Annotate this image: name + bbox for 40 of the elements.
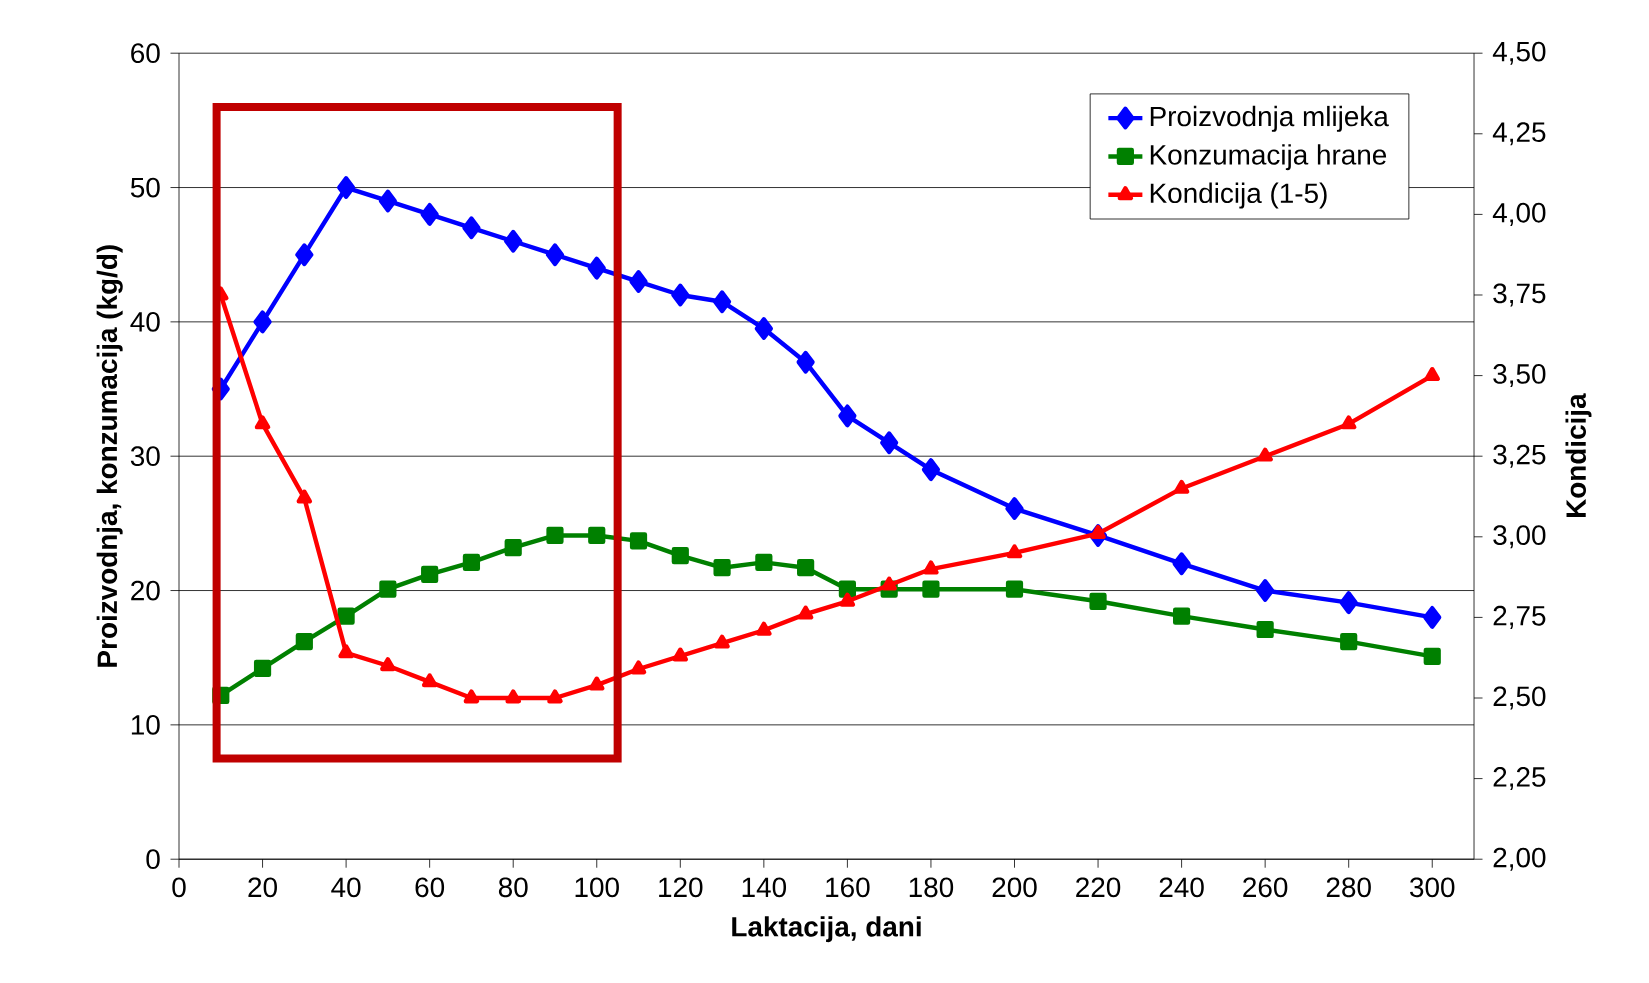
- y2-tick-label: 3,25: [1493, 444, 1546, 468]
- legend-label: Kondicija (1-5): [1150, 182, 1327, 209]
- x-tick-label: 300: [1410, 877, 1455, 898]
- y2-tick-label: 4,50: [1492, 41, 1546, 65]
- y2-tick-label: 4,25: [1492, 122, 1546, 146]
- y2-tick-label: 2,75: [1493, 605, 1546, 629]
- legend-label: Proizvodnja mlijeka: [1150, 105, 1389, 132]
- x-tick-label: 160: [826, 877, 870, 898]
- y2-tick-label: 3,00: [1493, 525, 1546, 549]
- y2-axis-title: Kondicija: [1565, 393, 1592, 518]
- y2-tick-label: 2,25: [1493, 767, 1546, 791]
- y-tick-label: 60: [131, 43, 160, 64]
- y2-tick-label: 4,00: [1492, 202, 1546, 226]
- x-axis-title: Laktacija, dani: [732, 916, 921, 943]
- x-tick-label: 180: [909, 877, 954, 898]
- y-tick-label: 30: [130, 446, 160, 467]
- x-tick-label: 200: [992, 877, 1037, 898]
- y2-tick-label: 2,00: [1493, 847, 1546, 871]
- x-tick-label: 20: [248, 877, 277, 898]
- x-tick-label: 220: [1076, 877, 1121, 898]
- y2-tick-label: 2,50: [1493, 686, 1546, 710]
- y-tick-label: 40: [130, 311, 160, 332]
- y-tick-label: 20: [131, 580, 160, 601]
- y2-tick-label: 3,75: [1493, 283, 1546, 307]
- y-tick-label: 0: [146, 849, 160, 870]
- x-tick-label: 240: [1159, 877, 1204, 898]
- x-tick-label: 60: [415, 877, 445, 898]
- y-axis-title: Proizvodnja, konzumacija (kg/d): [96, 245, 123, 667]
- x-tick-label: 100: [575, 877, 619, 898]
- y2-tick-label: 3,50: [1493, 364, 1546, 388]
- x-tick-label: 40: [331, 877, 361, 898]
- x-tick-label: 280: [1326, 877, 1371, 898]
- legend-label: Konzumacija hrane: [1150, 144, 1387, 171]
- y-tick-label: 50: [130, 177, 160, 198]
- x-tick-label: 140: [742, 877, 787, 898]
- y-tick-label: 10: [131, 714, 160, 735]
- x-tick-label: 260: [1243, 877, 1288, 898]
- x-tick-label: 0: [172, 877, 186, 898]
- x-tick-label: 120: [659, 877, 703, 898]
- x-tick-label: 80: [498, 877, 528, 898]
